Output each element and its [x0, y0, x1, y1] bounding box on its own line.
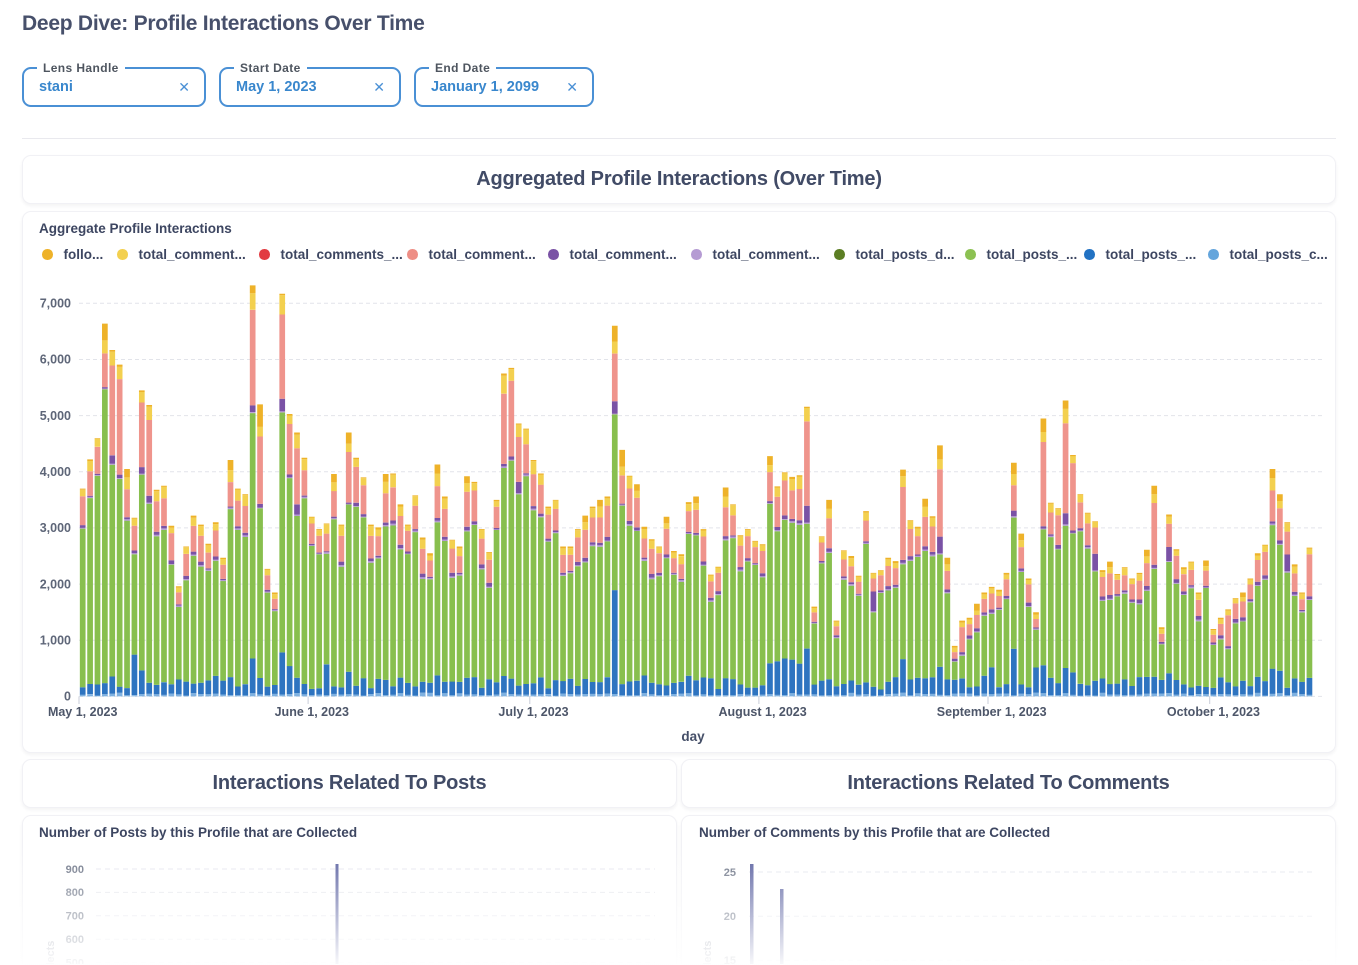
svg-text:5,000: 5,000: [40, 409, 71, 423]
svg-text:700: 700: [66, 911, 84, 923]
svg-text:900: 900: [66, 864, 84, 876]
svg-text:August 1, 2023: August 1, 2023: [718, 705, 806, 719]
svg-text:20: 20: [724, 911, 736, 923]
svg-text:June 1, 2023: June 1, 2023: [275, 705, 349, 719]
svg-text:May 1, 2023: May 1, 2023: [48, 705, 118, 719]
svg-text:15: 15: [724, 955, 736, 964]
svg-text:October 1, 2023: October 1, 2023: [1167, 705, 1260, 719]
svg-text:25: 25: [724, 867, 736, 879]
svg-text:500: 500: [66, 957, 84, 964]
svg-text:800: 800: [66, 887, 84, 899]
svg-text:Number of Collects: Number of Collects: [702, 941, 714, 964]
svg-text:day: day: [681, 729, 705, 744]
svg-text:September 1, 2023: September 1, 2023: [937, 705, 1047, 719]
svg-text:6,000: 6,000: [40, 353, 71, 367]
svg-text:7,000: 7,000: [40, 297, 71, 311]
svg-text:4,000: 4,000: [40, 465, 71, 479]
svg-text:Number of Collects: Number of Collects: [45, 941, 57, 964]
svg-text:2,000: 2,000: [40, 577, 71, 591]
svg-text:0: 0: [64, 690, 71, 704]
svg-text:1,000: 1,000: [40, 633, 71, 647]
svg-text:July 1, 2023: July 1, 2023: [498, 705, 568, 719]
svg-text:3,000: 3,000: [40, 521, 71, 535]
svg-text:600: 600: [66, 934, 84, 946]
